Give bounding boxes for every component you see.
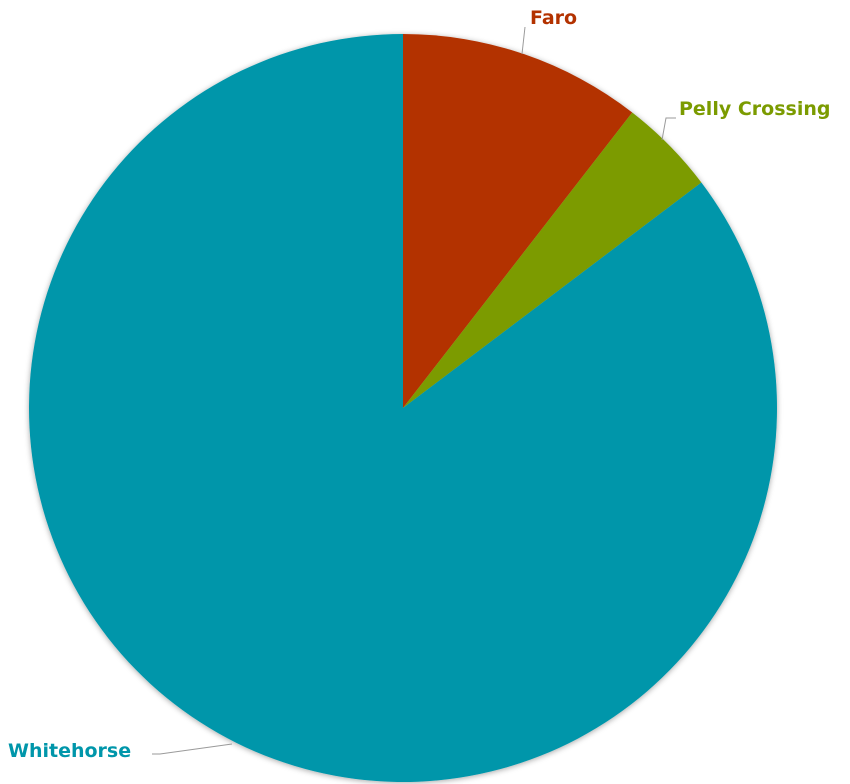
pie-slices (28, 34, 777, 783)
pie-slice-faro[interactable] (403, 34, 633, 408)
leader-line-faro (521, 26, 526, 55)
leader-lines (152, 26, 676, 755)
pie-slice-whitehorse[interactable] (28, 34, 777, 783)
slice-labels: Faro Pelly Crossing Whitehorse (8, 7, 830, 762)
leader-line-whitehorse (152, 743, 233, 755)
leader-line-pelly-crossing (661, 117, 676, 141)
slice-label-whitehorse: Whitehorse (8, 740, 131, 762)
slice-label-pelly-crossing: Pelly Crossing (679, 98, 830, 120)
slice-label-faro: Faro (530, 7, 577, 29)
pie-slice-pelly-crossing[interactable] (403, 112, 702, 408)
